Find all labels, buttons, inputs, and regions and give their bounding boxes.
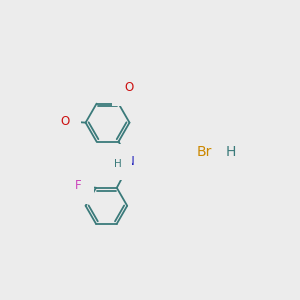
- Text: O: O: [124, 81, 134, 94]
- Text: O: O: [60, 115, 69, 128]
- Text: H: H: [114, 159, 122, 169]
- Text: Br: Br: [197, 145, 212, 158]
- Text: H: H: [226, 145, 236, 158]
- Text: N: N: [126, 155, 135, 168]
- Text: F: F: [75, 179, 82, 192]
